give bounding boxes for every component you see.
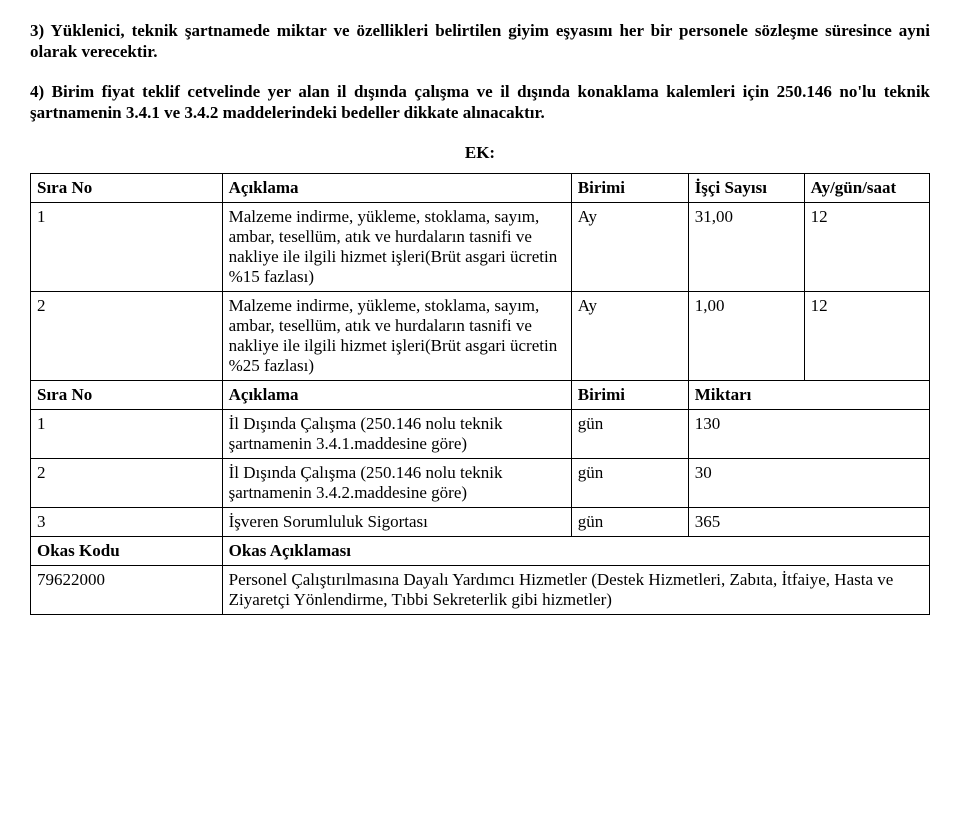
page-container: 3) Yüklenici, teknik şartnamede miktar v… xyxy=(0,0,960,655)
table1-row: 1 Malzeme indirme, yükleme, stoklama, sa… xyxy=(31,203,930,292)
t1-r0-sira: 1 xyxy=(31,203,223,292)
t2-r2-aciklama: İşveren Sorumluluk Sigortası xyxy=(222,508,571,537)
t2-r1-sira: 2 xyxy=(31,459,223,508)
t2-h-miktari: Miktarı xyxy=(688,381,929,410)
ek-label: EK: xyxy=(30,143,930,163)
t2-r1-miktari: 30 xyxy=(688,459,929,508)
table1-header-row: Sıra No Açıklama Birimi İşçi Sayısı Ay/g… xyxy=(31,174,930,203)
t1-h-birimi: Birimi xyxy=(571,174,688,203)
t1-h-sira: Sıra No xyxy=(31,174,223,203)
t2-r2-birimi: gün xyxy=(571,508,688,537)
t2-r0-miktari: 130 xyxy=(688,410,929,459)
t1-r0-aygun: 12 xyxy=(804,203,929,292)
t1-h-aygun: Ay/gün/saat xyxy=(804,174,929,203)
t2-r2-miktari: 365 xyxy=(688,508,929,537)
t3-h-acik: Okas Açıklaması xyxy=(222,537,929,566)
t2-r0-birimi: gün xyxy=(571,410,688,459)
t1-r0-aciklama: Malzeme indirme, yükleme, stoklama, sayı… xyxy=(222,203,571,292)
t2-r0-sira: 1 xyxy=(31,410,223,459)
t1-r1-birimi: Ay xyxy=(571,292,688,381)
t1-r1-isci: 1,00 xyxy=(688,292,804,381)
t1-r0-isci: 31,00 xyxy=(688,203,804,292)
t1-r1-aygun: 12 xyxy=(804,292,929,381)
t2-h-sira: Sıra No xyxy=(31,381,223,410)
table3-row: 79622000 Personel Çalıştırılmasına Dayal… xyxy=(31,566,930,615)
t3-r-acik: Personel Çalıştırılmasına Dayalı Yardımc… xyxy=(222,566,929,615)
t2-r2-sira: 3 xyxy=(31,508,223,537)
t1-r1-sira: 2 xyxy=(31,292,223,381)
paragraph-3: 3) Yüklenici, teknik şartnamede miktar v… xyxy=(30,20,930,63)
table2-row: 3 İşveren Sorumluluk Sigortası gün 365 xyxy=(31,508,930,537)
t2-r1-aciklama: İl Dışında Çalışma (250.146 nolu teknik … xyxy=(222,459,571,508)
t3-h-kodu: Okas Kodu xyxy=(31,537,223,566)
t1-h-aciklama: Açıklama xyxy=(222,174,571,203)
t3-r-kodu: 79622000 xyxy=(31,566,223,615)
t1-r1-aciklama: Malzeme indirme, yükleme, stoklama, sayı… xyxy=(222,292,571,381)
t2-r1-birimi: gün xyxy=(571,459,688,508)
paragraph-4: 4) Birim fiyat teklif cetvelinde yer ala… xyxy=(30,81,930,124)
t2-h-birimi: Birimi xyxy=(571,381,688,410)
t2-h-aciklama: Açıklama xyxy=(222,381,571,410)
table2-header-row: Sıra No Açıklama Birimi Miktarı xyxy=(31,381,930,410)
table2-row: 2 İl Dışında Çalışma (250.146 nolu tekni… xyxy=(31,459,930,508)
t1-h-isci: İşçi Sayısı xyxy=(688,174,804,203)
main-table: Sıra No Açıklama Birimi İşçi Sayısı Ay/g… xyxy=(30,173,930,615)
table3-header-row: Okas Kodu Okas Açıklaması xyxy=(31,537,930,566)
table1-row: 2 Malzeme indirme, yükleme, stoklama, sa… xyxy=(31,292,930,381)
t2-r0-aciklama: İl Dışında Çalışma (250.146 nolu teknik … xyxy=(222,410,571,459)
t1-r0-birimi: Ay xyxy=(571,203,688,292)
table2-row: 1 İl Dışında Çalışma (250.146 nolu tekni… xyxy=(31,410,930,459)
